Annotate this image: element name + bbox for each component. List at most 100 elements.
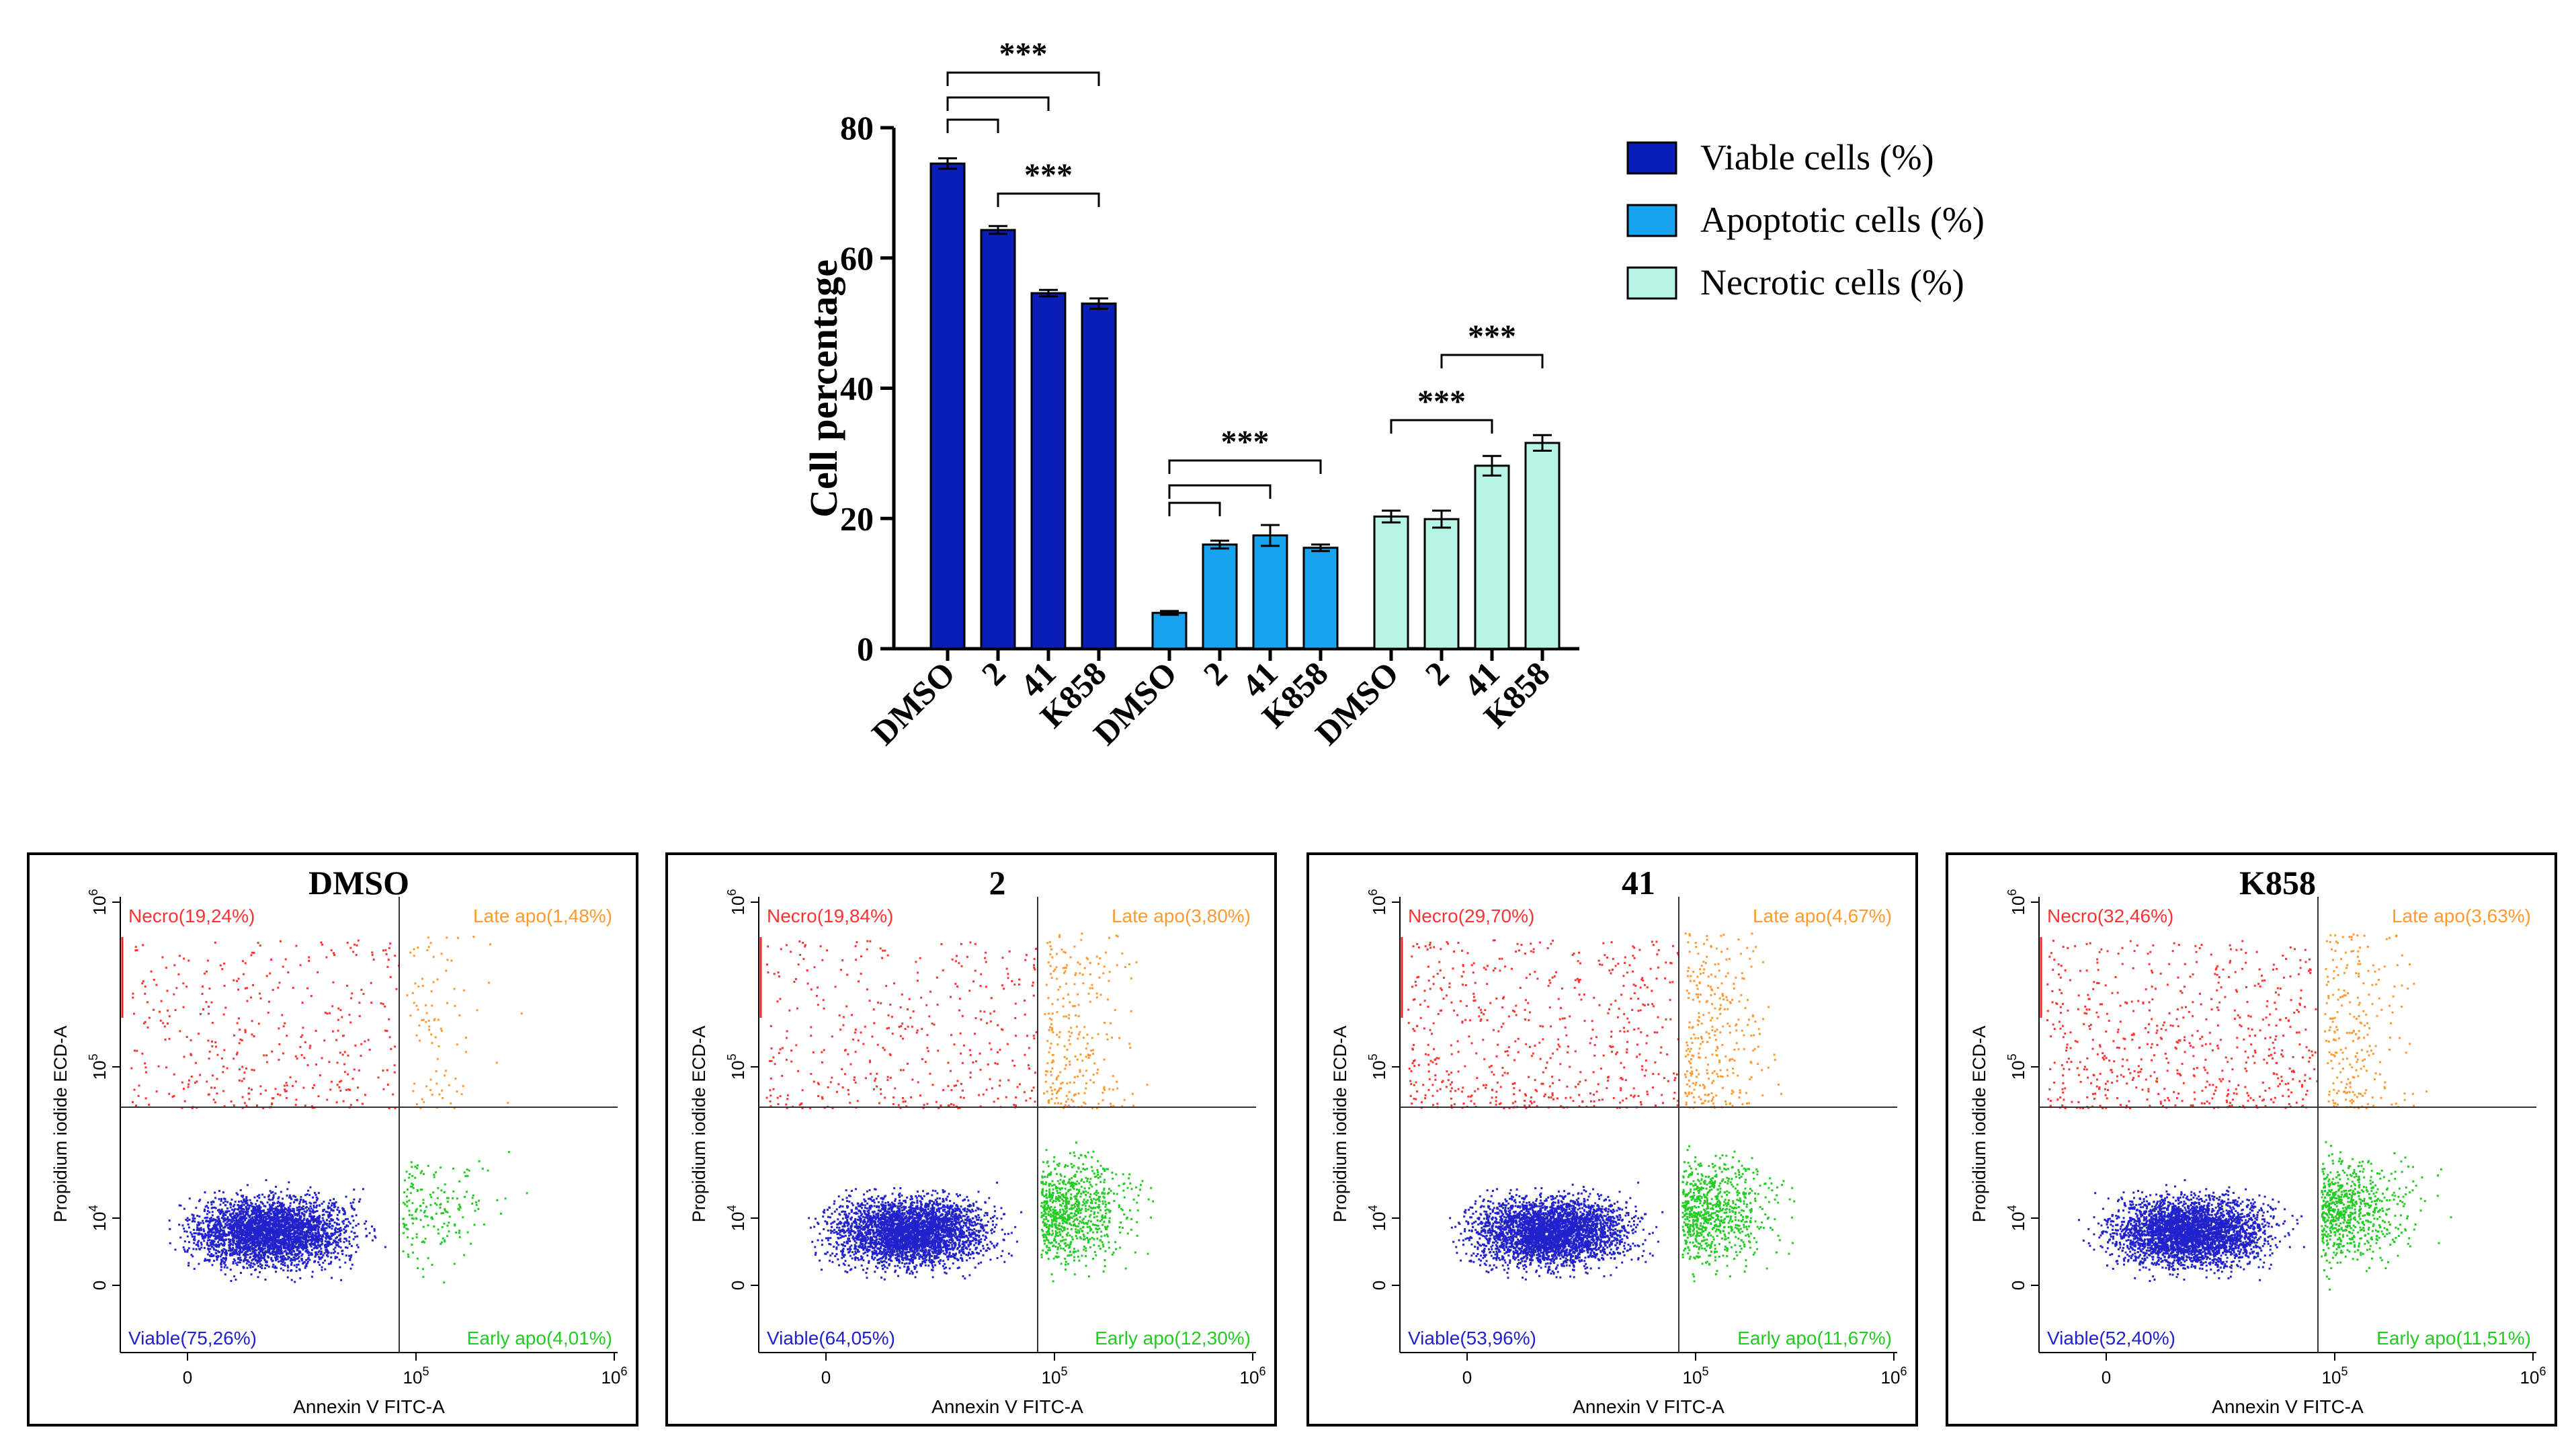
- scatter-point: [253, 1215, 256, 1218]
- scatter-point: [186, 1219, 189, 1222]
- scatter-point: [246, 987, 249, 990]
- scatter-point: [478, 1199, 481, 1202]
- scatter-point: [431, 1217, 434, 1220]
- scatter-point: [271, 1204, 274, 1207]
- scatter-point: [231, 1232, 234, 1234]
- scatter-point: [429, 942, 432, 945]
- scatter-point: [237, 1234, 240, 1236]
- scatter-point: [221, 968, 224, 971]
- scatter-point: [310, 1242, 313, 1244]
- scatter-point: [142, 980, 144, 983]
- scatter-point: [272, 1228, 274, 1230]
- scatter-point: [253, 1249, 256, 1252]
- scatter-point: [318, 1239, 321, 1242]
- scatter-point: [251, 983, 254, 986]
- scatter-point: [230, 1223, 233, 1226]
- scatter-point: [862, 1193, 865, 1196]
- scatter-point: [255, 1241, 257, 1244]
- scatter-point: [246, 1267, 249, 1269]
- scatter-point: [297, 1213, 300, 1215]
- scatter-point: [280, 1221, 283, 1223]
- scatter-point: [279, 1240, 282, 1243]
- scatter-point: [862, 1248, 865, 1251]
- scatter-point: [287, 1256, 290, 1258]
- scatter-point: [205, 1234, 208, 1236]
- scatter-point: [261, 1213, 264, 1216]
- scatter-point: [296, 1248, 298, 1251]
- scatter-point: [230, 1221, 233, 1223]
- scatter-point: [289, 1205, 292, 1207]
- scatter-point: [218, 1239, 220, 1242]
- scatter-point: [283, 1240, 286, 1242]
- scatter-point: [239, 1211, 241, 1213]
- scatter-point: [293, 1250, 296, 1253]
- scatter-point: [222, 1210, 224, 1213]
- scatter-point: [294, 1259, 296, 1262]
- scatter-point: [223, 1233, 226, 1236]
- scatter-point: [507, 1151, 510, 1154]
- scatter-point: [301, 1213, 304, 1215]
- scatter-point: [247, 1260, 250, 1263]
- scatter-point: [352, 951, 355, 953]
- scatter-point: [218, 1219, 221, 1222]
- scatter-point: [250, 1242, 253, 1244]
- scatter-point: [304, 1245, 306, 1248]
- scatter-point: [389, 942, 392, 945]
- scatter-point: [315, 1236, 317, 1239]
- scatter-point: [219, 1221, 222, 1224]
- scatter-point: [235, 1242, 237, 1245]
- scatter-point: [267, 1223, 269, 1226]
- scatter-point: [395, 988, 398, 990]
- tick-label: 106: [601, 1365, 628, 1388]
- scatter-point: [438, 1232, 440, 1235]
- scatter-point: [266, 1231, 269, 1234]
- scatter-point: [237, 977, 240, 980]
- scatter-point: [220, 1237, 222, 1240]
- scatter-point: [405, 1223, 407, 1226]
- scatter-point: [466, 1191, 468, 1193]
- scatter-point: [200, 1233, 203, 1236]
- scatter-point: [284, 1090, 287, 1092]
- scatter-point: [325, 956, 328, 959]
- scatter-point: [267, 1214, 269, 1217]
- scatter-point: [212, 1234, 215, 1237]
- scatter-point: [220, 1199, 222, 1202]
- scatter-point: [216, 1092, 218, 1095]
- scatter-point: [405, 1195, 408, 1198]
- scatter-point: [249, 1266, 252, 1269]
- scatter-point: [338, 1234, 341, 1237]
- scatter-point: [337, 1206, 339, 1209]
- scatter-point: [241, 1195, 244, 1198]
- scatter-point: [248, 1264, 251, 1267]
- scatter-point: [296, 1228, 299, 1231]
- scatter-point: [134, 949, 137, 952]
- scatter-point: [250, 1088, 253, 1091]
- scatter-point: [244, 1252, 247, 1254]
- scatter-point: [303, 1200, 306, 1203]
- scatter-point: [248, 1204, 251, 1207]
- scatter-point: [273, 1242, 276, 1245]
- scatter-point: [422, 1199, 425, 1201]
- scatter-point: [206, 1216, 208, 1219]
- scatter-point: [856, 1218, 859, 1221]
- scatter-point: [234, 1259, 237, 1262]
- scatter-point: [403, 1201, 405, 1204]
- scatter-point: [282, 1259, 285, 1262]
- scatter-point: [293, 1219, 296, 1222]
- scatter-point: [424, 1215, 427, 1217]
- scatter-point: [983, 1238, 986, 1241]
- scatter-point: [284, 958, 287, 961]
- scatter-point: [206, 1242, 208, 1244]
- scatter-point: [340, 1229, 343, 1232]
- scatter-point: [251, 1259, 253, 1262]
- scatter-point: [287, 1233, 290, 1236]
- scatter-point: [267, 1000, 270, 1003]
- scatter-point: [885, 1261, 888, 1264]
- scatter-point: [301, 1237, 304, 1240]
- scatter-point: [272, 1194, 275, 1197]
- scatter-point: [203, 1230, 206, 1233]
- scatter-point: [310, 1235, 313, 1238]
- scatter-point: [253, 1207, 255, 1209]
- scatter-point: [323, 1208, 325, 1211]
